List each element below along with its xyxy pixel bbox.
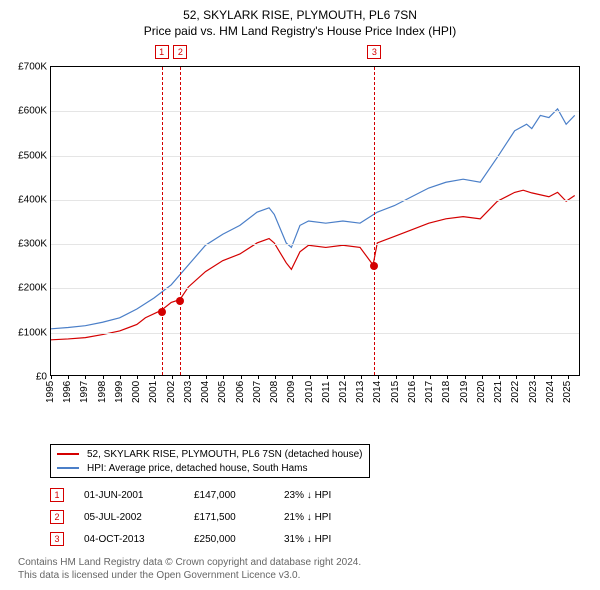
sale-marker-line-3 — [374, 67, 375, 375]
sale-marker-badge-2: 2 — [173, 45, 187, 59]
series-line-property — [51, 190, 575, 340]
chart-area: £0£100K£200K£300K£400K£500K£600K£700K199… — [10, 46, 590, 406]
x-axis-label: 2001 — [148, 381, 159, 403]
x-axis-label: 2014 — [372, 381, 383, 403]
x-axis-label: 1995 — [45, 381, 56, 403]
sale-price: £147,000 — [194, 490, 264, 501]
chart-title-2: Price paid vs. HM Land Registry's House … — [10, 24, 590, 38]
legend-label: 52, SKYLARK RISE, PLYMOUTH, PL6 7SN (det… — [87, 449, 363, 460]
x-axis-label: 2022 — [510, 381, 521, 403]
sale-marker-badge-3: 3 — [367, 45, 381, 59]
sale-badge: 2 — [50, 510, 64, 524]
sale-delta: 31% ↓ HPI — [284, 534, 331, 545]
legend-label: HPI: Average price, detached house, Sout… — [87, 463, 308, 474]
y-axis-label: £100K — [18, 327, 51, 338]
x-axis-label: 2006 — [235, 381, 246, 403]
x-axis-label: 2005 — [217, 381, 228, 403]
x-axis-label: 2023 — [528, 381, 539, 403]
x-axis-label: 2008 — [269, 381, 280, 403]
sale-marker-point-2 — [176, 297, 184, 305]
sale-row: 3 04-OCT-2013 £250,000 31% ↓ HPI — [50, 528, 590, 550]
sale-price: £171,500 — [194, 512, 264, 523]
footer-line-2: This data is licensed under the Open Gov… — [18, 569, 590, 582]
x-axis-label: 2010 — [304, 381, 315, 403]
sale-row: 1 01-JUN-2001 £147,000 23% ↓ HPI — [50, 484, 590, 506]
x-axis-label: 2018 — [441, 381, 452, 403]
sale-date: 04-OCT-2013 — [84, 534, 174, 545]
chart-title-1: 52, SKYLARK RISE, PLYMOUTH, PL6 7SN — [10, 8, 590, 22]
sale-date: 01-JUN-2001 — [84, 490, 174, 501]
x-axis-label: 2021 — [493, 381, 504, 403]
x-axis-label: 1999 — [114, 381, 125, 403]
x-axis-label: 2007 — [252, 381, 263, 403]
y-axis-label: £200K — [18, 283, 51, 294]
x-axis-label: 1998 — [97, 381, 108, 403]
x-axis-label: 1996 — [62, 381, 73, 403]
legend-swatch — [57, 467, 79, 469]
sale-marker-point-1 — [158, 308, 166, 316]
x-axis-label: 2003 — [183, 381, 194, 403]
x-axis-label: 2017 — [424, 381, 435, 403]
x-axis-label: 2012 — [338, 381, 349, 403]
y-axis-label: £600K — [18, 106, 51, 117]
y-axis-label: £700K — [18, 62, 51, 73]
footer-line-1: Contains HM Land Registry data © Crown c… — [18, 556, 590, 569]
sale-price: £250,000 — [194, 534, 264, 545]
y-axis-label: £300K — [18, 239, 51, 250]
x-axis-label: 2019 — [459, 381, 470, 403]
sales-table: 1 01-JUN-2001 £147,000 23% ↓ HPI 2 05-JUL-200… — [50, 484, 590, 550]
chart-container: 52, SKYLARK RISE, PLYMOUTH, PL6 7SN Pric… — [0, 0, 600, 590]
y-axis-label: £400K — [18, 194, 51, 205]
series-line-hpi — [51, 109, 575, 329]
x-axis-label: 2000 — [131, 381, 142, 403]
x-axis-label: 2013 — [355, 381, 366, 403]
x-axis-label: 2002 — [166, 381, 177, 403]
legend: 52, SKYLARK RISE, PLYMOUTH, PL6 7SN (det… — [50, 444, 370, 478]
x-axis-label: 2009 — [286, 381, 297, 403]
sale-marker-line-1 — [162, 67, 163, 375]
legend-item: HPI: Average price, detached house, Sout… — [57, 461, 363, 475]
sale-date: 05-JUL-2002 — [84, 512, 174, 523]
footer-attribution: Contains HM Land Registry data © Crown c… — [18, 556, 590, 582]
sale-badge: 3 — [50, 532, 64, 546]
sale-delta: 23% ↓ HPI — [284, 490, 331, 501]
y-axis-label: £500K — [18, 150, 51, 161]
x-axis-label: 2024 — [545, 381, 556, 403]
x-axis-label: 2004 — [200, 381, 211, 403]
legend-item: 52, SKYLARK RISE, PLYMOUTH, PL6 7SN (det… — [57, 447, 363, 461]
x-axis-label: 2015 — [390, 381, 401, 403]
chart-lines — [51, 67, 579, 375]
chart-plot: £0£100K£200K£300K£400K£500K£600K£700K199… — [50, 66, 580, 376]
x-axis-label: 2011 — [321, 381, 332, 403]
x-axis-label: 1997 — [79, 381, 90, 403]
sale-badge: 1 — [50, 488, 64, 502]
x-axis-label: 2020 — [476, 381, 487, 403]
x-axis-label: 2016 — [407, 381, 418, 403]
sale-row: 2 05-JUL-2002 £171,500 21% ↓ HPI — [50, 506, 590, 528]
sale-marker-badge-1: 1 — [155, 45, 169, 59]
sale-delta: 21% ↓ HPI — [284, 512, 331, 523]
sale-marker-line-2 — [180, 67, 181, 375]
legend-swatch — [57, 453, 79, 455]
sale-marker-point-3 — [370, 262, 378, 270]
x-axis-label: 2025 — [562, 381, 573, 403]
